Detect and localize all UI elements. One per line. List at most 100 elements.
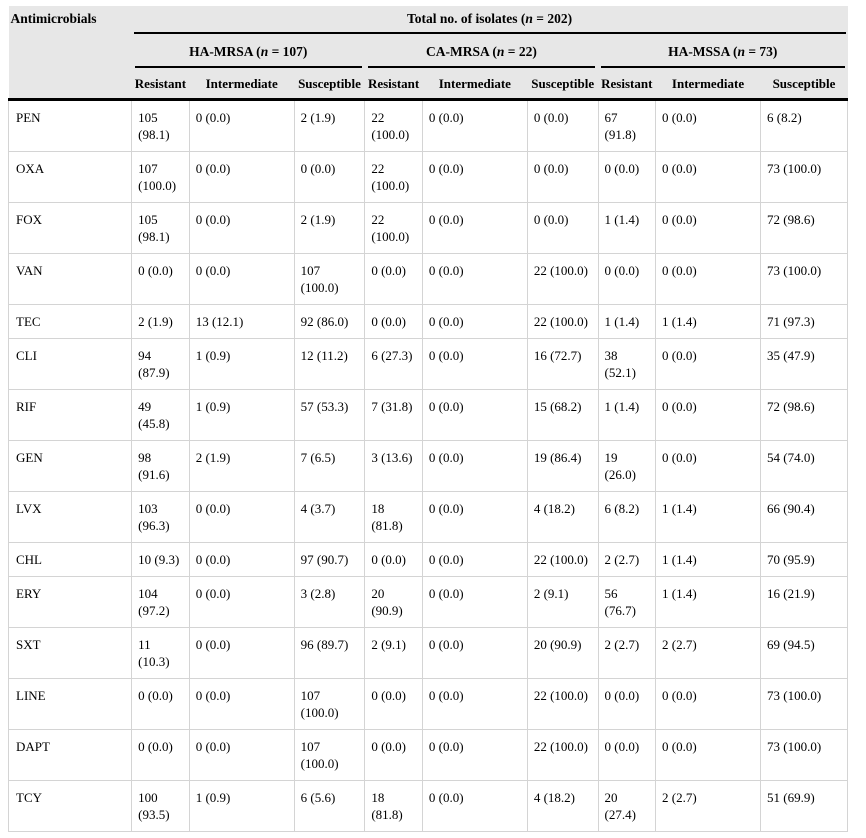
table-cell: 22 (100.0) xyxy=(526,542,599,577)
table-cell: 22 (100.0) xyxy=(526,304,599,339)
table-cell: 107 (100.0) xyxy=(293,729,366,781)
table-cell: 73 (100.0) xyxy=(760,729,848,781)
antimicrobial-code: OXA xyxy=(7,151,133,203)
table-cell: 0 (0.0) xyxy=(421,627,528,679)
table-cell: 4 (18.2) xyxy=(526,491,599,543)
total-isolates-underline: Total no. of isolates (n = 202) xyxy=(133,6,846,34)
table-cell: 13 (12.1) xyxy=(188,304,295,339)
table-cell: 22 (100.0) xyxy=(526,253,599,305)
table-cell: 98 (91.6) xyxy=(131,440,190,492)
table-cell: 96 (89.7) xyxy=(293,627,366,679)
table-cell: 22 (100.0) xyxy=(364,151,423,203)
table-cell: 19 (26.0) xyxy=(597,440,657,492)
table-cell: 0 (0.0) xyxy=(655,678,762,730)
table-row: TCY 100 (93.5) 1 (0.9) 6 (5.6) 18 (81.8) 0 (0… xyxy=(7,780,848,832)
antimicrobial-code: GEN xyxy=(7,440,133,492)
table-cell: 0 (0.0) xyxy=(421,389,528,441)
total-isolates-header: Total no. of isolates (n = 202) xyxy=(131,6,848,34)
table-cell: 0 (0.0) xyxy=(655,338,762,390)
antimicrobial-code: VAN xyxy=(7,253,133,305)
group-header-ha-mrsa: HA-MRSA (n = 107) xyxy=(131,34,365,68)
header-row-groups: HA-MRSA (n = 107) CA-MRSA (n = 22) HA-MS… xyxy=(9,34,848,68)
group-label: HA-MSSA ( xyxy=(668,44,738,59)
table-cell: 6 (8.2) xyxy=(760,99,848,152)
table-cell: 0 (0.0) xyxy=(188,729,295,781)
table-cell: 2 (2.7) xyxy=(655,627,762,679)
table-row: LVX 103 (96.3) 0 (0.0) 4 (3.7) 18 (81.8) 0 (0… xyxy=(7,491,848,543)
table-cell: 22 (100.0) xyxy=(364,202,423,254)
table-cell: 6 (27.3) xyxy=(364,338,423,390)
table-cell: 73 (100.0) xyxy=(760,253,848,305)
subheader-resistant: Resistant xyxy=(364,68,423,101)
table-cell: 6 (8.2) xyxy=(597,491,657,543)
table-cell: 0 (0.0) xyxy=(655,253,762,305)
table-cell: 107 (100.0) xyxy=(293,678,366,730)
antimicrobial-code: CLI xyxy=(7,338,133,390)
table-cell: 2 (9.1) xyxy=(364,627,423,679)
table-cell: 3 (2.8) xyxy=(293,576,366,628)
table-cell: 0 (0.0) xyxy=(421,304,528,339)
table-row: TEC 2 (1.9) 13 (12.1) 92 (86.0) 0 (0.0) 0 (0.… xyxy=(7,304,848,339)
table-cell: 0 (0.0) xyxy=(655,202,762,254)
antimicrobial-code: TEC xyxy=(7,304,133,339)
table-cell: 7 (6.5) xyxy=(293,440,366,492)
table-row: LINE 0 (0.0) 0 (0.0) 107 (100.0) 0 (0.0) 0 (0… xyxy=(7,678,848,730)
table-cell: 54 (74.0) xyxy=(760,440,848,492)
table-body: PEN 105 (98.1) 0 (0.0) 2 (1.9) 22 (100.0) 0 (… xyxy=(7,99,848,832)
antimicrobial-code: LVX xyxy=(7,491,133,543)
table-cell: 92 (86.0) xyxy=(293,304,366,339)
table-cell: 0 (0.0) xyxy=(421,780,528,832)
table-row: ERY 104 (97.2) 0 (0.0) 3 (2.8) 20 (90.9) 0 (0… xyxy=(7,576,848,628)
subheader-susceptible: Susceptible xyxy=(294,68,365,101)
table-cell: 0 (0.0) xyxy=(421,576,528,628)
table-row: PEN 105 (98.1) 0 (0.0) 2 (1.9) 22 (100.0) 0 (… xyxy=(7,99,848,152)
group-count: = 107) xyxy=(268,44,308,59)
table-row: RIF 49 (45.8) 1 (0.9) 57 (53.3) 7 (31.8) 0 (0… xyxy=(7,389,848,441)
table-cell: 20 (90.9) xyxy=(364,576,423,628)
table-cell: 1 (0.9) xyxy=(188,389,295,441)
table-cell: 4 (3.7) xyxy=(293,491,366,543)
table-cell: 73 (100.0) xyxy=(760,151,848,203)
table-cell: 20 (27.4) xyxy=(597,780,657,832)
table-cell: 0 (0.0) xyxy=(526,99,599,152)
table-cell: 1 (1.4) xyxy=(597,202,657,254)
subheader-resistant: Resistant xyxy=(598,68,656,101)
table-cell: 0 (0.0) xyxy=(421,729,528,781)
table-cell: 1 (1.4) xyxy=(597,304,657,339)
table-cell: 10 (9.3) xyxy=(131,542,190,577)
table-cell: 18 (81.8) xyxy=(364,780,423,832)
group-underline-ha-mssa: HA-MSSA (n = 73) xyxy=(601,34,845,68)
antimicrobial-code: SXT xyxy=(7,627,133,679)
table-cell: 72 (98.6) xyxy=(760,389,848,441)
table-cell: 0 (0.0) xyxy=(188,542,295,577)
table-cell: 15 (68.2) xyxy=(526,389,599,441)
table-cell: 56 (76.7) xyxy=(597,576,657,628)
table-cell: 1 (1.4) xyxy=(655,542,762,577)
table-cell: 0 (0.0) xyxy=(188,576,295,628)
table-cell: 2 (9.1) xyxy=(526,576,599,628)
table-cell: 70 (95.9) xyxy=(760,542,848,577)
table-cell: 0 (0.0) xyxy=(597,729,657,781)
total-isolates-count: = 202) xyxy=(532,11,573,26)
table-cell: 0 (0.0) xyxy=(188,99,295,152)
table-cell: 104 (97.2) xyxy=(131,576,190,628)
table-cell: 16 (21.9) xyxy=(760,576,848,628)
table-row: CLI 94 (87.9) 1 (0.9) 12 (11.2) 6 (27.3) 0 (0… xyxy=(7,338,848,390)
antimicrobial-code: TCY xyxy=(7,780,133,832)
table-cell: 66 (90.4) xyxy=(760,491,848,543)
group-underline-ha-mrsa: HA-MRSA (n = 107) xyxy=(134,34,362,68)
table-cell: 1 (1.4) xyxy=(655,576,762,628)
table-cell: 0 (0.0) xyxy=(188,253,295,305)
subheader-intermediate: Intermediate xyxy=(655,68,761,101)
table-cell: 94 (87.9) xyxy=(131,338,190,390)
table-cell: 11 (10.3) xyxy=(131,627,190,679)
group-count: = 73) xyxy=(744,44,778,59)
antimicrobial-code: PEN xyxy=(7,99,133,152)
table-cell: 2 (2.7) xyxy=(597,542,657,577)
group-underline-ca-mrsa: CA-MRSA (n = 22) xyxy=(367,34,595,68)
antimicrobial-code: LINE xyxy=(7,678,133,730)
table-cell: 107 (100.0) xyxy=(131,151,190,203)
table-cell: 1 (1.4) xyxy=(597,389,657,441)
table-cell: 16 (72.7) xyxy=(526,338,599,390)
table-cell: 0 (0.0) xyxy=(597,151,657,203)
